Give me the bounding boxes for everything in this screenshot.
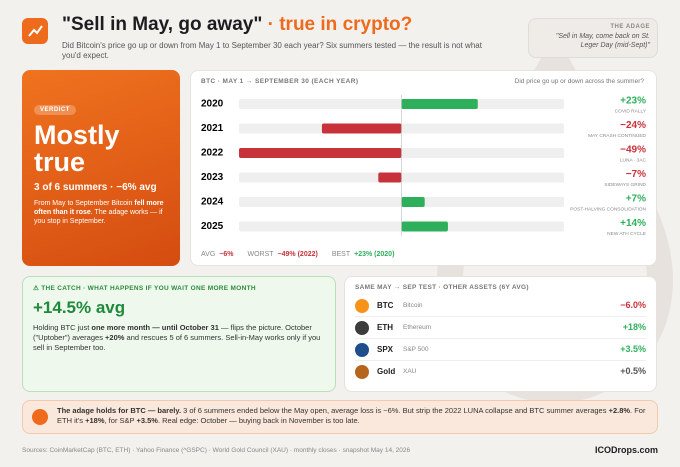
year-label: 2021 [201, 123, 224, 134]
verdict-badge: VERDICT [34, 105, 76, 115]
bar [239, 148, 402, 158]
asset-row: BTC Bitcoin −6.0% [355, 295, 646, 317]
stat-label: WORST [247, 251, 274, 258]
year-label: 2024 [201, 197, 224, 208]
title-accent: true in crypto? [279, 14, 413, 35]
stat-label: AVG [201, 251, 216, 258]
bar [401, 197, 425, 207]
text-bold: one more month — until October 31 [91, 323, 219, 332]
text-run: 3 of 6 summers ended below the May open,… [181, 406, 609, 415]
bar [401, 221, 448, 232]
catch-text: Holding BTC just one more month — until … [33, 323, 325, 353]
text-run: . For ETH it's [57, 406, 646, 425]
asset-icon [355, 299, 369, 313]
asset-ticker: Gold [377, 367, 396, 376]
stat-value: −49% (2022) [277, 251, 318, 258]
sources: Sources: CoinMarketCap (BTC, ETH) · Yaho… [22, 447, 411, 454]
title: "Sell in May, go away" · true in crypto? [62, 14, 412, 36]
annotation: COVID RALLY [615, 108, 647, 114]
adage-box: THE ADAGE "Sell in May, come back on St.… [528, 18, 658, 58]
brand: ICODrops.com [594, 445, 658, 455]
text-run: — flips the picture. October ("Uptober")… [33, 323, 312, 342]
annotation: POST-HALVING CONSOLIDATION [570, 206, 646, 212]
text-run: . Real edge: October — buying back in No… [157, 416, 360, 425]
subtitle: Did Bitcoin's price go up or down from M… [62, 41, 482, 60]
asset-ticker: SPX [377, 345, 394, 354]
value-label: +7% [626, 194, 646, 205]
logo-icon [22, 18, 48, 44]
assets-list: BTC Bitcoin −6.0% ETH Ethereum +18% SPX S&P 500… [355, 295, 646, 383]
asset-icon [355, 343, 369, 357]
annotation: SIDEWAYS GRIND [604, 182, 646, 188]
year-label: 2020 [201, 99, 224, 110]
text-bold: +18% [85, 416, 105, 425]
text-run: , for S&P [104, 416, 137, 425]
asset-name: S&P 500 [403, 346, 429, 353]
asset-icon [355, 365, 369, 379]
text-run: Holding BTC just [33, 323, 92, 332]
verdict-card: VERDICT Mostly true 3 of 6 summers · −6%… [22, 70, 180, 266]
text-bold: +20% [105, 333, 125, 342]
year-label: 2022 [201, 148, 224, 159]
annotation: NEW ATH CYCLE [607, 231, 646, 237]
bar [378, 172, 402, 183]
asset-row: Gold XAU +0.5% [355, 361, 646, 383]
text-bold: fell more often than it rose [34, 200, 164, 216]
adage-label: THE ADAGE [610, 24, 650, 30]
assets-title: SAME MAY → SEP TEST · OTHER ASSETS (6Y A… [355, 284, 529, 291]
chart-stats: AVG −6% WORST −49% (2022) BEST +23% (2020) [201, 251, 408, 258]
note-icon [32, 409, 48, 425]
text-run: and rescues 5 of 6 summers. Sell-in-May … [33, 333, 321, 352]
title-main: "Sell in May, go away" [62, 14, 263, 35]
bar [401, 99, 478, 109]
asset-row: ETH Ethereum +18% [355, 317, 646, 339]
annotation: LUNA · 3AC [620, 157, 647, 163]
asset-row: SPX S&P 500 +3.5% [355, 339, 646, 361]
asset-name: Ethereum [403, 324, 432, 331]
text-bold: The adage holds for BTC — barely. [57, 406, 182, 415]
bar [321, 123, 402, 134]
verdict-summary: 3 of 6 summers · −6% avg [34, 182, 157, 193]
annotation: MAY CRASH CONTINUED [588, 133, 646, 139]
asset-name: Bitcoin [403, 302, 423, 309]
text-run: From May to September Bitcoin [34, 200, 135, 207]
catch-headline: +14.5% avg [33, 298, 126, 317]
year-label: 2025 [201, 221, 224, 232]
asset-change: −6.0% [620, 300, 646, 310]
value-label: +23% [620, 96, 646, 107]
stat-label: BEST [331, 251, 351, 258]
asset-change: +3.5% [620, 344, 646, 354]
verdict-headline: Mostly true [34, 120, 120, 177]
verdict-text: From May to September Bitcoin fell more … [34, 199, 168, 226]
catch-label: ⚠ THE CATCH · WHAT HAPPENS IF YOU WAIT O… [33, 285, 256, 292]
chart-title: BTC · MAY 1 → SEPTEMBER 30 (EACH YEAR) [201, 78, 359, 85]
asset-ticker: ETH [377, 323, 393, 332]
year-label: 2023 [201, 172, 224, 183]
text-bold: +3.5% [136, 416, 158, 425]
title-sep: · [267, 14, 274, 35]
chart-card: BTC · MAY 1 → SEPTEMBER 30 (EACH YEAR) D… [190, 70, 657, 266]
value-label: −7% [626, 169, 646, 180]
chart-subtitle: Did price go up or down across the summe… [514, 78, 644, 85]
text-bold: +2.8% [608, 406, 631, 415]
value-label: +14% [620, 218, 646, 229]
stat-value: +23% (2020) [354, 251, 395, 258]
value-label: −49% [620, 145, 646, 156]
catch-card: ⚠ THE CATCH · WHAT HAPPENS IF YOU WAIT O… [22, 276, 336, 392]
asset-ticker: BTC [377, 301, 394, 310]
assets-card: SAME MAY → SEP TEST · OTHER ASSETS (6Y A… [344, 276, 657, 392]
text-run: . The adage works — if you stop in Septe… [34, 209, 163, 225]
value-label: −24% [620, 120, 646, 131]
adage-quote: "Sell in May, come back on St. Leger Day… [555, 33, 650, 49]
asset-change: +18% [622, 322, 646, 332]
asset-name: XAU [403, 368, 417, 375]
asset-icon [355, 321, 369, 335]
note-box: The adage holds for BTC — barely. 3 of 6… [22, 400, 658, 434]
chart: 2020 +23%COVID RALLY 2021 −24% MAY CRASH CON… [201, 95, 647, 237]
stat-value: −6% [219, 251, 234, 258]
asset-change: +0.5% [620, 366, 646, 376]
